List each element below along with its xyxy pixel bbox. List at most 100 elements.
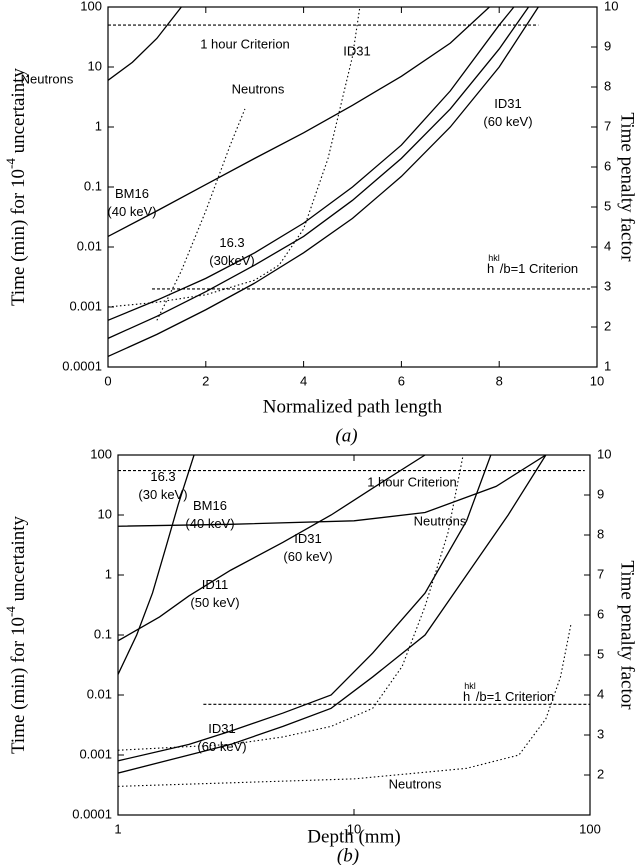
annotation: ID11 (50 keV) bbox=[190, 577, 239, 610]
y-axis-title-part: uncertainty bbox=[8, 515, 29, 606]
y-axis-title: Time (min) for 10-4 uncertainty bbox=[3, 67, 29, 306]
curve bbox=[118, 624, 572, 787]
curve bbox=[118, 455, 547, 527]
chart-panel: 1 10 100 0.0001 0.001 0.01 0.1 1 10 100 2 3 4 5 6 7 8 9 10… bbox=[3, 446, 638, 865]
y-tick-label: 0.01 bbox=[77, 238, 102, 253]
y-tick-label: 0.1 bbox=[94, 626, 112, 641]
y2-tick-label: 9 bbox=[597, 486, 604, 501]
annotation-line: 16.3 bbox=[219, 235, 244, 250]
curve bbox=[108, 7, 182, 81]
criterion-text: h bbox=[487, 261, 494, 276]
y-axis-title-superscript: -4 bbox=[3, 158, 18, 169]
annotation: ID31 (60 keV) bbox=[197, 721, 246, 754]
y-tick-label: 0.0001 bbox=[72, 806, 112, 821]
y2-axis-title: Time penalty factor bbox=[617, 112, 638, 262]
curve bbox=[118, 455, 426, 642]
x-tick-label: 0 bbox=[104, 373, 111, 388]
y-tick-label: 0.01 bbox=[87, 686, 112, 701]
y2-axis-title: Time penalty factor bbox=[617, 560, 638, 710]
criterion-text: /b=1 Criterion bbox=[500, 261, 578, 276]
x-axis-title: Depth (mm) bbox=[307, 826, 400, 847]
y-tick-label: 1 bbox=[95, 118, 102, 133]
annotation-line: ID31 bbox=[294, 531, 321, 546]
x-tick-label: 8 bbox=[496, 373, 503, 388]
chart-panel: 0 2 4 6 8 100.00010.0010.010.1110100123456789… bbox=[3, 0, 638, 446]
y-tick-label: 1 bbox=[105, 566, 112, 581]
annotation: 1 hour Criterion bbox=[367, 474, 457, 489]
y2-tick-label: 9 bbox=[604, 38, 611, 53]
x-tick-label: 10 bbox=[347, 821, 361, 836]
y-axis-title-part: uncertainty bbox=[8, 67, 29, 158]
annotation: Neutrons bbox=[414, 513, 467, 528]
y2-tick-label: 7 bbox=[597, 566, 604, 581]
curve bbox=[118, 455, 195, 675]
y2-tick-label: 8 bbox=[604, 78, 611, 93]
caption: (b) bbox=[337, 845, 359, 865]
y2-tick-label: 6 bbox=[597, 606, 604, 621]
annotation-line: (30keV) bbox=[209, 253, 255, 268]
annotation-line: (30 keV) bbox=[138, 487, 187, 502]
curve bbox=[108, 7, 530, 339]
annotation: Neutrons bbox=[21, 71, 74, 86]
annotation-line: (40 keV) bbox=[185, 516, 234, 531]
y-tick-label: 0.001 bbox=[79, 746, 112, 761]
y2-tick-label: 10 bbox=[604, 0, 618, 13]
criterion-text: /b=1 Criterion bbox=[476, 689, 554, 704]
y-tick-label: 10 bbox=[88, 58, 102, 73]
curve bbox=[108, 7, 490, 238]
annotation: 16.3 (30 keV) bbox=[138, 469, 187, 502]
x-tick-label: 4 bbox=[300, 373, 307, 388]
plot-frame bbox=[107, 6, 598, 368]
annotation: BM16 (40 keV) bbox=[107, 186, 156, 219]
criterion-superscript: hkl bbox=[464, 681, 476, 691]
curve bbox=[118, 455, 492, 762]
caption: (a) bbox=[335, 425, 357, 446]
x-axis-title: Normalized path length bbox=[263, 396, 443, 417]
annotation-line: (40 keV) bbox=[107, 204, 156, 219]
x-tick-label: 10 bbox=[590, 373, 604, 388]
x-tick-label: 1 bbox=[114, 821, 121, 836]
y-axis-title: Time (min) for 10-4 uncertainty bbox=[3, 515, 29, 754]
annotation-line: BM16 bbox=[193, 498, 227, 513]
y2-tick-label: 5 bbox=[604, 198, 611, 213]
criterion-superscript: hkl bbox=[488, 253, 500, 263]
y-tick-label: 0.0001 bbox=[62, 358, 102, 373]
y2-tick-label: 8 bbox=[597, 526, 604, 541]
x-tick-label: 6 bbox=[398, 373, 405, 388]
annotation-line: ID31 bbox=[494, 96, 521, 111]
annotation-line: BM16 bbox=[115, 186, 149, 201]
annotation: ID31 (60 keV) bbox=[483, 96, 532, 129]
curve bbox=[156, 108, 246, 321]
y-tick-label: 10 bbox=[98, 506, 112, 521]
annotation: 16.3 (30keV) bbox=[209, 235, 255, 268]
annotation: Neutrons bbox=[389, 776, 442, 791]
y2-tick-label: 5 bbox=[597, 646, 604, 661]
criterion-text: h bbox=[463, 689, 470, 704]
x-tick-label: 2 bbox=[202, 373, 209, 388]
y2-tick-label: 6 bbox=[604, 158, 611, 173]
y-axis-title-part: Time (min) for 10 bbox=[8, 617, 29, 754]
annotation-line: (60 keV) bbox=[483, 114, 532, 129]
y2-tick-label: 4 bbox=[597, 686, 604, 701]
annotation-line: (60 keV) bbox=[197, 739, 246, 754]
y2-tick-label: 2 bbox=[604, 318, 611, 333]
criterion-label: hhkl/b=1 Criterion bbox=[463, 681, 554, 704]
annotation-line: 16.3 bbox=[150, 469, 175, 484]
y-tick-label: 100 bbox=[80, 0, 102, 13]
y2-tick-label: 7 bbox=[604, 118, 611, 133]
y2-tick-label: 1 bbox=[604, 358, 611, 373]
annotation-line: ID11 bbox=[202, 577, 229, 592]
y-tick-label: 100 bbox=[90, 446, 112, 461]
annotation: Neutrons bbox=[232, 81, 285, 96]
curve bbox=[118, 455, 464, 751]
curve bbox=[108, 7, 539, 358]
plot-frame bbox=[117, 454, 591, 816]
criterion-label: hhkl/b=1 Criterion bbox=[487, 253, 578, 276]
annotation: ID31 (60 keV) bbox=[283, 531, 332, 564]
y-tick-label: 0.1 bbox=[84, 178, 102, 193]
annotation: BM16 (40 keV) bbox=[185, 498, 234, 531]
annotation-line: (60 keV) bbox=[283, 549, 332, 564]
y2-tick-label: 3 bbox=[604, 278, 611, 293]
curve bbox=[108, 7, 515, 321]
